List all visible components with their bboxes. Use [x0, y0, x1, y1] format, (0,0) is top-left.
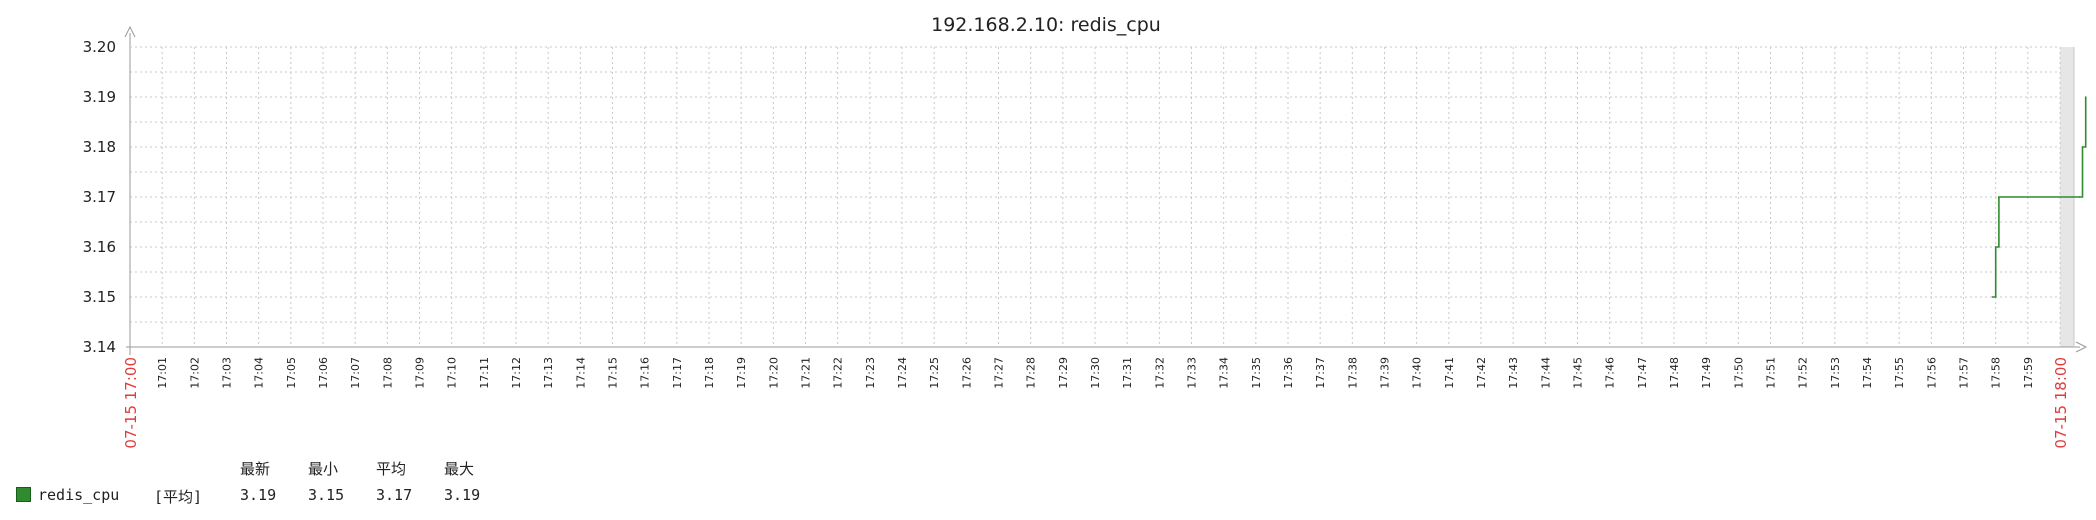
- x-tick-label: 17:52: [1797, 357, 1810, 389]
- series-point: [2084, 96, 2087, 98]
- x-tick-label: 17:21: [800, 357, 813, 389]
- x-tick-label: 17:03: [221, 357, 234, 389]
- x-tick-label: 17:46: [1604, 357, 1617, 389]
- series-point: [2078, 196, 2081, 198]
- x-major-label: 07-15 18:00: [2052, 357, 2070, 449]
- x-tick-label: 17:27: [993, 357, 1006, 389]
- x-tick-label: 17:32: [1153, 357, 1166, 389]
- x-tick-label: 17:49: [1700, 357, 1713, 389]
- x-tick-label: 17:37: [1314, 357, 1327, 389]
- y-axis-arrow: [124, 25, 136, 38]
- x-tick-label: 17:56: [1925, 357, 1938, 389]
- legend-series-name: redis_cpu: [38, 486, 120, 504]
- x-tick-label: 17:29: [1057, 357, 1070, 389]
- x-tick-label: 17:44: [1539, 357, 1552, 389]
- y-tick-label: 3.19: [83, 88, 116, 106]
- x-tick-label: 17:07: [349, 357, 362, 389]
- x-tick-label: 17:47: [1636, 357, 1649, 389]
- x-tick-label: 17:13: [542, 357, 555, 389]
- x-tick-label: 17:58: [1990, 357, 2003, 389]
- x-tick-label: 17:23: [864, 357, 877, 389]
- x-tick-label: 17:33: [1186, 357, 1199, 389]
- x-tick-label: 17:53: [1829, 357, 1842, 389]
- x-tick-label: 17:01: [156, 357, 169, 389]
- legend-max-value: 3.19: [444, 486, 481, 504]
- x-tick-label: 17:25: [928, 357, 941, 389]
- chart: 192.168.2.10: redis_cpu 3.20 3.19 3.18 3.17…: [83, 14, 2088, 449]
- x-tick-label: 17:04: [253, 357, 266, 389]
- legend-func: [平均]: [154, 488, 203, 506]
- x-tick-label: 17:08: [381, 357, 394, 389]
- x-tick-label: 17:12: [510, 357, 523, 389]
- axes: [124, 25, 2088, 355]
- x-tick-label: 17:26: [960, 357, 973, 389]
- x-tick-label: 17:45: [1572, 357, 1585, 389]
- x-tick-label: 17:48: [1668, 357, 1681, 389]
- x-tick-label: 17:40: [1411, 357, 1424, 389]
- series-layer: [1991, 96, 2087, 298]
- x-tick-label: 17:20: [767, 357, 780, 389]
- series-point: [1994, 246, 1997, 248]
- x-tick-label: 17:15: [607, 357, 620, 389]
- x-tick-label: 17:31: [1121, 357, 1134, 389]
- x-tick-label: 17:59: [2022, 357, 2035, 389]
- x-tick-label: 17:06: [317, 357, 330, 389]
- x-tick-label: 17:24: [896, 357, 909, 389]
- y-tick-label: 3.16: [83, 238, 116, 256]
- x-tick-label: 17:36: [1282, 357, 1295, 389]
- x-tick-label: 17:05: [285, 357, 298, 389]
- legend-swatch: [16, 487, 31, 502]
- legend-last-value: 3.19: [240, 486, 277, 504]
- x-tick-label: 17:38: [1346, 357, 1359, 389]
- y-tick-label: 3.20: [83, 38, 116, 56]
- x-tick-label: 17:14: [574, 357, 587, 389]
- grid: [129, 46, 2074, 348]
- x-tick-label: 17:35: [1250, 357, 1263, 389]
- x-major-label: 07-15 17:00: [122, 357, 140, 449]
- legend-header-max: 最大: [444, 460, 475, 478]
- legend-avg-value: 3.17: [376, 486, 413, 504]
- x-tick-label: 17:54: [1861, 357, 1874, 389]
- x-tick-label: 17:42: [1475, 357, 1488, 389]
- legend-min-value: 3.15: [308, 486, 345, 504]
- series-point: [2081, 146, 2084, 148]
- x-tick-label: 17:09: [414, 357, 427, 389]
- x-tick-label: 17:39: [1379, 357, 1392, 389]
- x-tick-label: 17:43: [1507, 357, 1520, 389]
- x-axis-ticks: 17:01 17:02 17:03 17:04 17:05 17:06 17:07 17:08…: [122, 357, 2070, 449]
- y-tick-label: 3.15: [83, 288, 116, 306]
- x-tick-label: 17:02: [188, 357, 201, 389]
- x-tick-label: 17:11: [478, 357, 491, 389]
- x-axis-arrow: [2075, 341, 2088, 353]
- chart-title: 192.168.2.10: redis_cpu: [931, 14, 1161, 36]
- x-tick-label: 17:34: [1218, 357, 1231, 389]
- x-tick-label: 17:55: [1893, 357, 1906, 389]
- series-point: [1991, 296, 1994, 298]
- x-tick-label: 17:10: [446, 357, 459, 389]
- x-tick-label: 17:17: [671, 357, 684, 389]
- series-point: [1998, 196, 2000, 198]
- x-tick-label: 17:28: [1025, 357, 1038, 389]
- x-tick-label: 17:50: [1732, 357, 1745, 389]
- x-tick-label: 17:30: [1089, 357, 1102, 389]
- y-tick-label: 3.17: [83, 188, 116, 206]
- x-tick-label: 17:18: [703, 357, 716, 389]
- y-tick-label: 3.14: [83, 338, 116, 356]
- y-tick-label: 3.18: [83, 138, 116, 156]
- x-tick-label: 17:19: [735, 357, 748, 389]
- series-line-redis_cpu: [1992, 97, 2087, 298]
- x-tick-label: 17:41: [1443, 357, 1456, 389]
- y-axis-ticks: 3.20 3.19 3.18 3.17 3.16 3.15 3.14: [83, 38, 116, 356]
- x-tick-label: 17:57: [1958, 357, 1971, 389]
- x-tick-label: 17:16: [639, 357, 652, 389]
- legend-header-min: 最小: [308, 460, 339, 478]
- legend-header-last: 最新: [240, 460, 271, 478]
- x-tick-label: 17:51: [1765, 357, 1778, 389]
- x-tick-label: 17:22: [832, 357, 845, 389]
- legend-header-avg: 平均: [376, 460, 407, 478]
